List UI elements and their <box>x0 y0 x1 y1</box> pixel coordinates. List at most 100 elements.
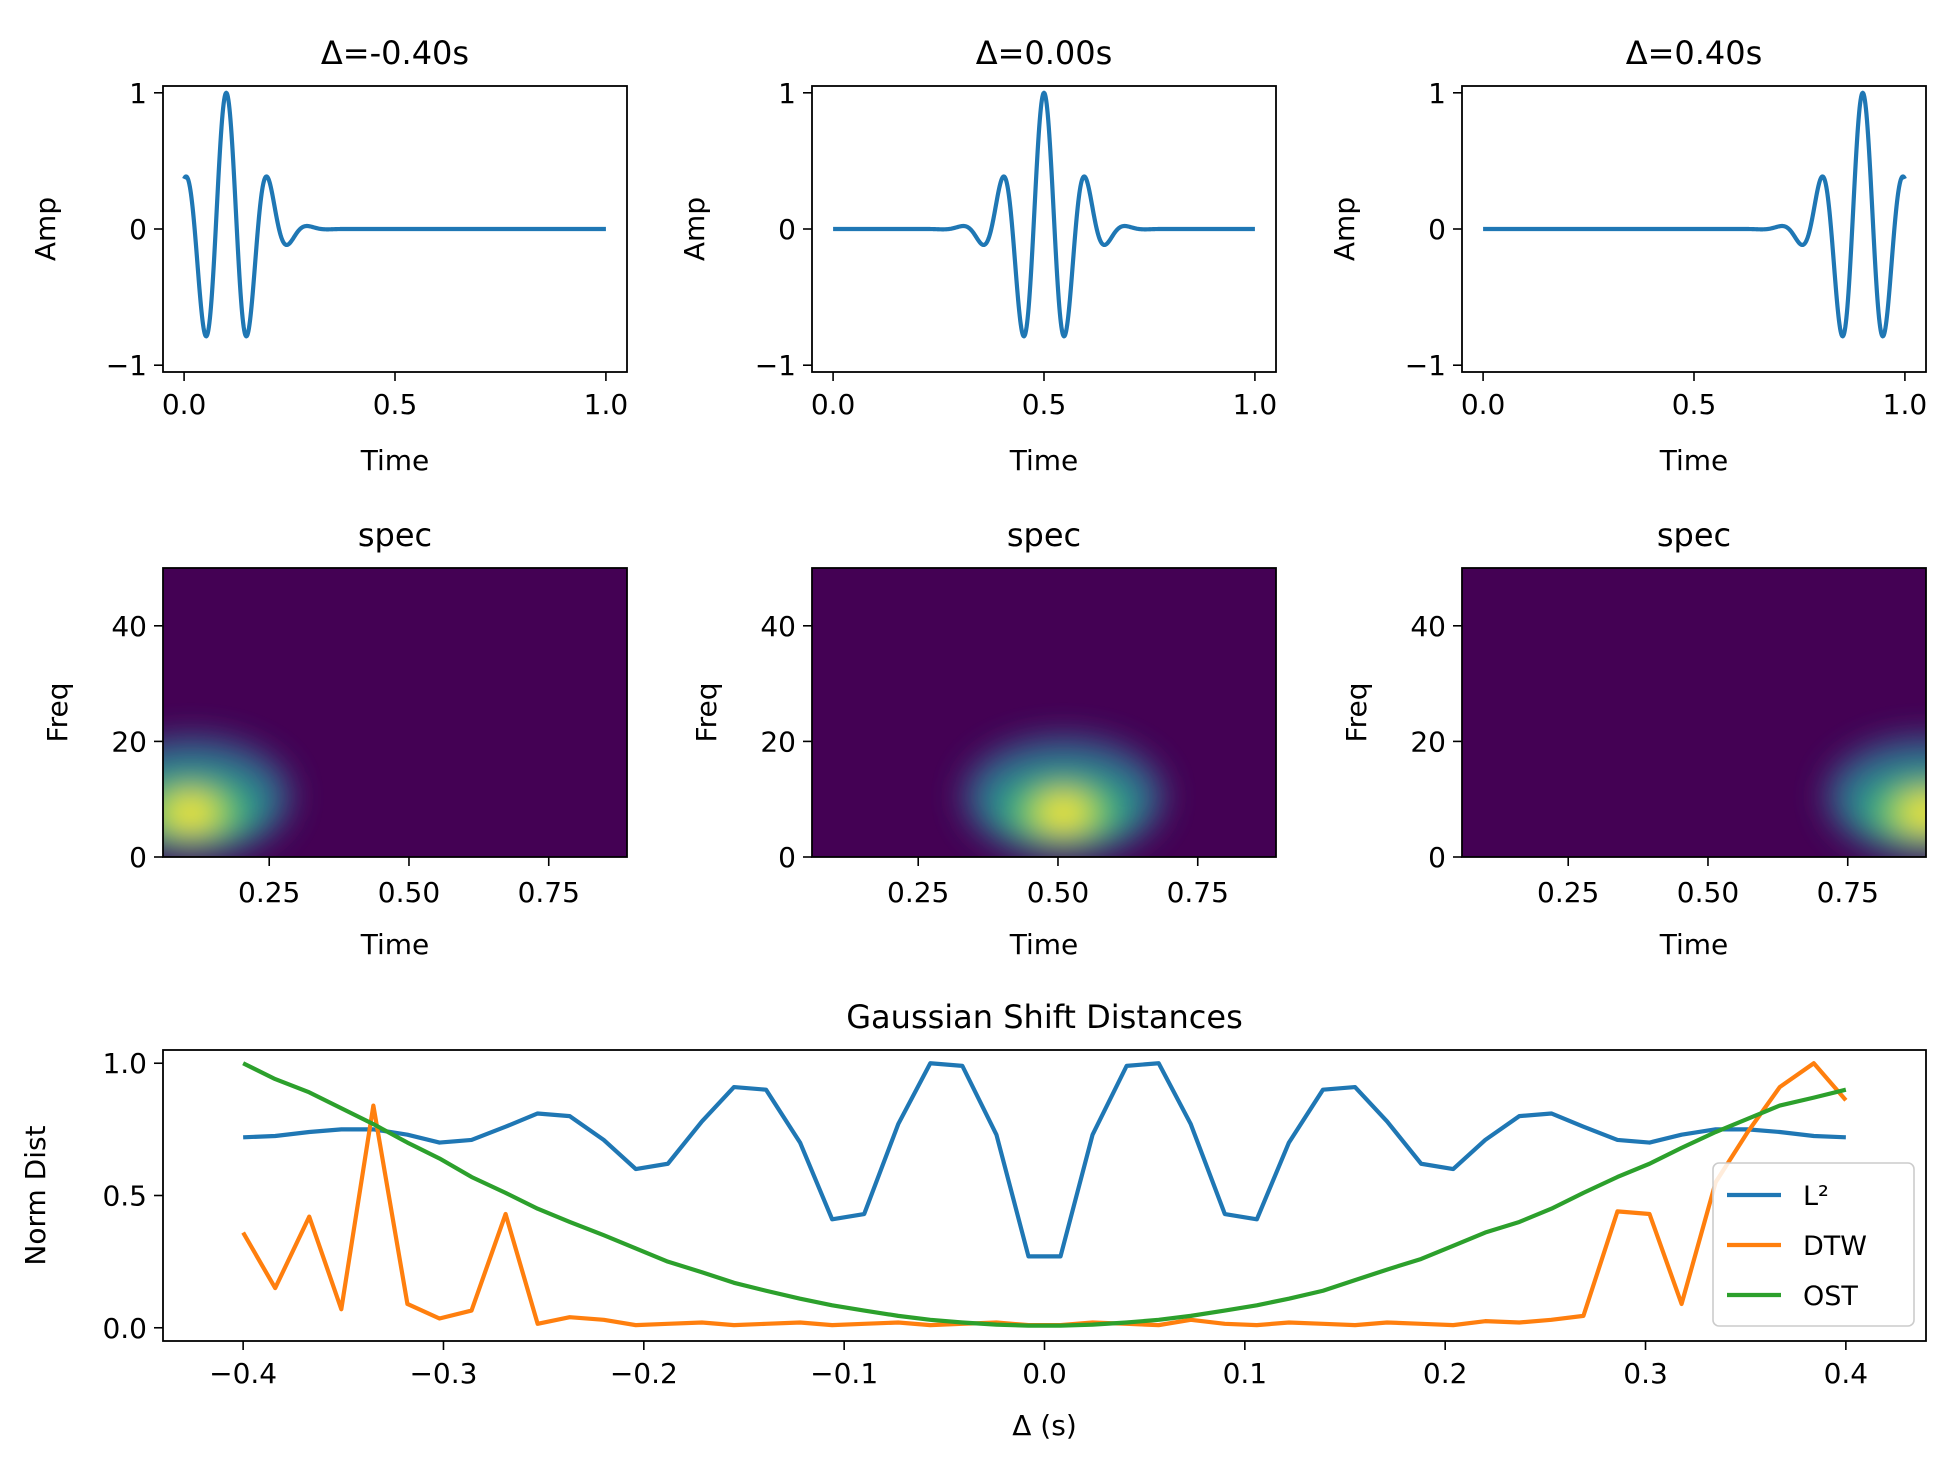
y-tick-label: −1 <box>755 349 796 382</box>
panel-title: Δ=0.00s <box>976 34 1113 72</box>
x-axis-label: Δ (s) <box>1012 1409 1077 1442</box>
x-tick-label: 0.3 <box>1623 1357 1668 1390</box>
y-tick-label: 0 <box>1428 841 1446 874</box>
x-axis-label: Time <box>360 928 430 961</box>
x-tick-label: −0.2 <box>610 1357 678 1390</box>
series-line-ost <box>242 1061 1847 1328</box>
x-tick-label: 0.0 <box>162 388 207 421</box>
panel-title: Δ=-0.40s <box>321 34 469 72</box>
panel-title: Δ=0.40s <box>1626 34 1763 72</box>
waveform-line <box>182 90 608 339</box>
spectrogram-panel: 0.25 0.50 0.75 0 20 40 spec Time Freq <box>1340 516 1927 961</box>
y-tick-label: 0 <box>1428 213 1446 246</box>
waveform-line <box>831 90 1257 339</box>
y-axis-label: Norm Dist <box>19 1125 52 1265</box>
y-tick-label: 1 <box>129 77 147 110</box>
panel-title: spec <box>1657 516 1731 554</box>
y-tick-label: 0 <box>778 213 796 246</box>
legend-label: OST <box>1803 1281 1858 1312</box>
x-tick-label: 0.2 <box>1423 1357 1468 1390</box>
panel-title: spec <box>1007 516 1081 554</box>
y-axis-label: Amp <box>678 197 711 261</box>
waveform-panel: 0.0 0.5 1.0 −1 0 1 Δ=0.00s Time Amp <box>678 34 1277 477</box>
axes-frame <box>1461 567 1927 858</box>
x-tick-label: 0.25 <box>238 876 300 909</box>
waveform-panel: 0.0 0.5 1.0 −1 0 1 Δ=-0.40s Time Amp <box>29 34 628 477</box>
energy-peak <box>1900 794 1926 831</box>
x-tick-label: 0.5 <box>373 388 418 421</box>
spectrogram-panel: 0.25 0.50 0.75 0 20 40 spec Time Freq <box>41 516 628 961</box>
x-tick-label: 0.50 <box>1027 876 1089 909</box>
axes-frame <box>162 1049 1927 1342</box>
x-tick-label: 0.75 <box>1817 876 1879 909</box>
x-axis-label: Time <box>1659 928 1729 961</box>
y-tick-label: 40 <box>760 610 796 643</box>
legend-box <box>1712 1162 1915 1327</box>
x-tick-label: 0.0 <box>811 388 856 421</box>
y-tick-label: 40 <box>111 610 147 643</box>
y-tick-label: 0.0 <box>102 1312 147 1345</box>
x-tick-label: 0.25 <box>887 876 949 909</box>
waveform-panel: 0.0 0.5 1.0 −1 0 1 Δ=0.40s Time Amp <box>1328 34 1927 477</box>
x-tick-label: 0.25 <box>1537 876 1599 909</box>
axes-frame <box>162 85 628 373</box>
axes-frame <box>162 567 628 858</box>
x-tick-label: 0.75 <box>1167 876 1229 909</box>
y-tick-label: 0.5 <box>102 1180 147 1213</box>
y-tick-label: −1 <box>106 349 147 382</box>
x-axis-label: Time <box>1659 444 1729 477</box>
y-tick-label: 0 <box>129 213 147 246</box>
y-axis-label: Freq <box>690 683 723 743</box>
y-tick-label: 20 <box>760 725 796 758</box>
x-tick-label: 0.50 <box>378 876 440 909</box>
y-tick-label: 20 <box>1410 725 1446 758</box>
x-tick-label: 0.75 <box>518 876 580 909</box>
energy-peak <box>1037 794 1090 831</box>
axes-frame <box>811 85 1277 373</box>
x-tick-label: 1.0 <box>1883 388 1928 421</box>
y-axis-label: Freq <box>1340 683 1373 743</box>
y-tick-label: 20 <box>111 725 147 758</box>
x-tick-label: −0.4 <box>209 1357 277 1390</box>
series-line-dtw <box>241 1061 1848 1328</box>
panel-title: spec <box>358 516 432 554</box>
x-axis-label: Time <box>1009 928 1079 961</box>
y-tick-label: 1 <box>1428 77 1446 110</box>
x-tick-label: 0.1 <box>1223 1357 1268 1390</box>
x-tick-label: 0.0 <box>1022 1357 1067 1390</box>
waveform-line <box>1481 90 1907 339</box>
y-tick-label: 0 <box>129 841 147 874</box>
y-axis-label: Amp <box>1328 197 1361 261</box>
series-line-l <box>243 1061 1846 1259</box>
axes-frame <box>811 567 1277 858</box>
y-tick-label: 0 <box>778 841 796 874</box>
y-tick-label: 40 <box>1410 610 1446 643</box>
y-axis-label: Freq <box>41 683 74 743</box>
y-tick-label: 1.0 <box>102 1047 147 1080</box>
y-tick-label: 1 <box>778 77 796 110</box>
x-tick-label: 0.0 <box>1461 388 1506 421</box>
spectrogram-panel: 0.25 0.50 0.75 0 20 40 spec Time Freq <box>690 516 1277 961</box>
axes-frame <box>1461 85 1927 373</box>
x-axis-label: Time <box>1009 444 1079 477</box>
x-tick-label: 0.5 <box>1022 388 1067 421</box>
energy-peak <box>164 794 217 831</box>
panel-title: Gaussian Shift Distances <box>846 998 1242 1036</box>
legend-label: DTW <box>1803 1231 1867 1262</box>
x-tick-label: −0.3 <box>409 1357 477 1390</box>
spectrogram-energy <box>163 736 291 857</box>
x-axis-label: Time <box>360 444 430 477</box>
x-tick-label: 0.4 <box>1824 1357 1869 1390</box>
legend: L² DTW OST <box>1712 1162 1915 1327</box>
spectrogram-energy <box>963 736 1164 857</box>
x-tick-label: −0.1 <box>810 1357 878 1390</box>
spectrogram-energy <box>1826 736 1926 857</box>
y-axis-label: Amp <box>29 197 62 261</box>
x-tick-label: 0.50 <box>1677 876 1739 909</box>
x-tick-label: 1.0 <box>1233 388 1278 421</box>
y-tick-label: −1 <box>1405 349 1446 382</box>
legend-label: L² <box>1803 1181 1829 1212</box>
x-tick-label: 1.0 <box>584 388 629 421</box>
x-tick-label: 0.5 <box>1672 388 1717 421</box>
